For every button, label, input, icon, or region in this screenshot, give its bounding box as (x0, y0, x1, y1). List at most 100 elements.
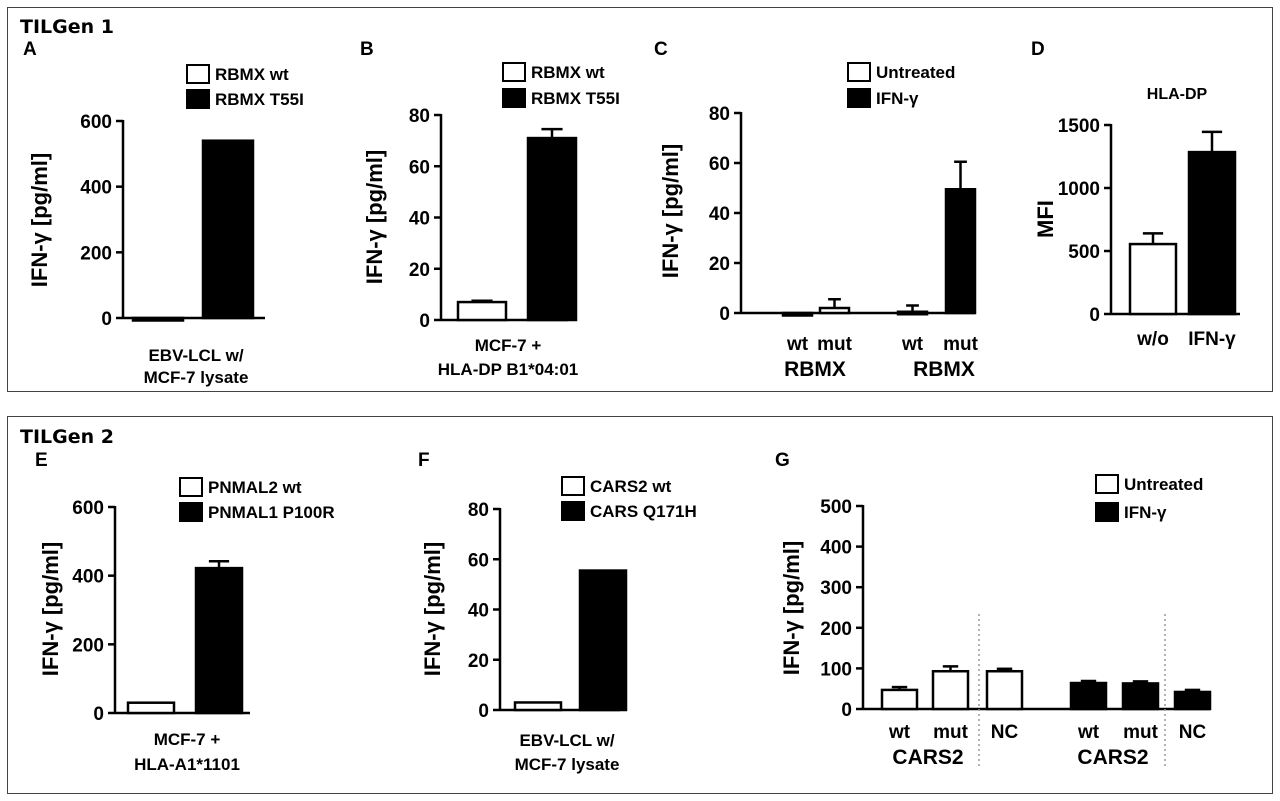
panel-letter: C (654, 39, 668, 60)
group-label: CARS2 (892, 746, 963, 769)
legend-swatch (561, 476, 585, 496)
y-tick-label: 80 (709, 104, 730, 125)
y-tick-label: 40 (709, 204, 730, 225)
x-tick-label: mut (1123, 722, 1159, 743)
y-tick-label: 0 (478, 701, 489, 722)
bar (456, 300, 508, 322)
legend-label: RBMX wt (531, 63, 605, 82)
y-tick-label: 400 (72, 567, 104, 588)
x-axis-caption: HLA-A1*1101 (134, 755, 240, 774)
x-tick-label: wt (1077, 722, 1100, 743)
chart-title: HLA-DP (1147, 86, 1208, 103)
y-tick-label: 60 (468, 550, 489, 571)
y-tick-label: 40 (409, 209, 430, 230)
legend-label: IFN-γ (876, 89, 919, 108)
bar (944, 188, 977, 315)
x-axis-caption: MCF-7 lysate (515, 755, 620, 774)
legend-label: PNMAL2 wt (208, 478, 302, 497)
bar (896, 310, 929, 316)
bar (194, 566, 244, 715)
y-tick-label: 200 (820, 619, 852, 640)
y-tick-label: 600 (72, 498, 104, 519)
y-tick-label: 300 (820, 578, 852, 599)
y-tick-label: 400 (820, 538, 852, 559)
legend-swatch (502, 62, 526, 82)
x-tick-label: mut (943, 334, 979, 355)
tilgen2-frame (7, 416, 1273, 794)
y-axis-title: MFI (1033, 200, 1058, 238)
x-axis-caption: HLA-DP B1*04:01 (438, 360, 578, 379)
y-tick-label: 20 (709, 254, 730, 275)
legend-label: PNMAL1 P100R (208, 503, 335, 522)
y-tick-label: 60 (409, 157, 430, 178)
y-tick-label: 0 (719, 304, 730, 325)
y-axis-title: IFN-γ [pg/ml] (362, 150, 387, 284)
legend-label: RBMX T55I (215, 90, 304, 109)
x-axis-caption: MCF-7 lysate (144, 368, 249, 387)
y-tick-label: 600 (80, 112, 112, 133)
panel-letter: A (23, 39, 37, 60)
panel-letter: F (418, 450, 430, 471)
legend-swatch (179, 502, 203, 522)
y-tick-label: 40 (468, 601, 489, 622)
panel-letter: D (1031, 39, 1045, 60)
panel-letter: E (35, 450, 48, 471)
legend-label: IFN-γ (1124, 503, 1167, 522)
y-tick-label: 60 (709, 154, 730, 175)
panel-e: E IFN-γ [pg/ml] 0 200 400 600 MCF-7 + HLA-A1*11… (35, 450, 335, 774)
legend-swatch (186, 64, 210, 84)
y-axis-title: IFN-γ [pg/ml] (38, 542, 63, 676)
y-tick-label: 0 (93, 704, 104, 725)
x-tick-label: NC (1179, 722, 1207, 743)
x-axis-caption: MCF-7 + (475, 336, 542, 355)
legend-label: CARS2 wt (590, 477, 672, 496)
y-tick-label: 20 (468, 651, 489, 672)
bar (526, 136, 578, 322)
y-tick-label: 500 (1068, 242, 1100, 263)
panel-d: D MFI 0 500 1000 1500 w/o IFN-γ HLA-DP (1031, 39, 1240, 350)
y-tick-label: 1500 (1058, 116, 1100, 137)
panel-a: A IFN-γ [pg/ml] 0 200 400 600 EBV-LCL w/MCF-7 … (23, 39, 304, 387)
y-tick-label: 0 (841, 700, 852, 721)
x-tick-label: w/o (1136, 329, 1169, 350)
legend-label: RBMX wt (215, 65, 289, 84)
bar (126, 701, 176, 715)
y-tick-label: 80 (409, 106, 430, 127)
y-axis-title: IFN-γ [pg/ml] (658, 144, 683, 278)
bar (1173, 690, 1212, 711)
legend-label: Untreated (1124, 475, 1203, 494)
x-tick-label: wt (901, 334, 924, 355)
group-label: CARS2 (1077, 746, 1148, 769)
tilgen1-title: TILGen 1 (20, 16, 114, 38)
bar (1187, 150, 1237, 316)
x-axis-caption: EBV-LCL w/ (148, 346, 243, 365)
panel-letter: B (360, 39, 374, 60)
y-tick-label: 400 (80, 178, 112, 199)
legend-swatch (186, 89, 210, 109)
tilgen1-frame (7, 7, 1273, 392)
bar (513, 701, 563, 712)
y-tick-label: 20 (409, 260, 430, 281)
bar (931, 669, 970, 711)
panel-g: G IFN-γ [pg/ml] 0 100 200 300 400 500 wt mut NC wt m… (775, 450, 1212, 769)
y-tick-label: 0 (101, 309, 112, 330)
legend-label: Untreated (876, 63, 955, 82)
y-axis-title: IFN-γ [pg/ml] (420, 542, 445, 676)
y-tick-label: 200 (72, 635, 104, 656)
y-tick-label: 80 (468, 500, 489, 521)
bar (985, 669, 1024, 711)
x-tick-label: wt (786, 334, 809, 355)
bar (131, 316, 185, 322)
legend-swatch (1095, 502, 1119, 522)
tilgen2-title: TILGen 2 (20, 426, 114, 448)
legend-swatch (847, 62, 871, 82)
y-tick-label: 1000 (1058, 179, 1100, 200)
legend-swatch (179, 477, 203, 497)
legend-label: CARS Q171H (590, 502, 697, 521)
group-label: RBMX (913, 358, 975, 381)
x-tick-label: mut (817, 334, 853, 355)
legend-swatch (1095, 474, 1119, 494)
bar (201, 139, 255, 320)
